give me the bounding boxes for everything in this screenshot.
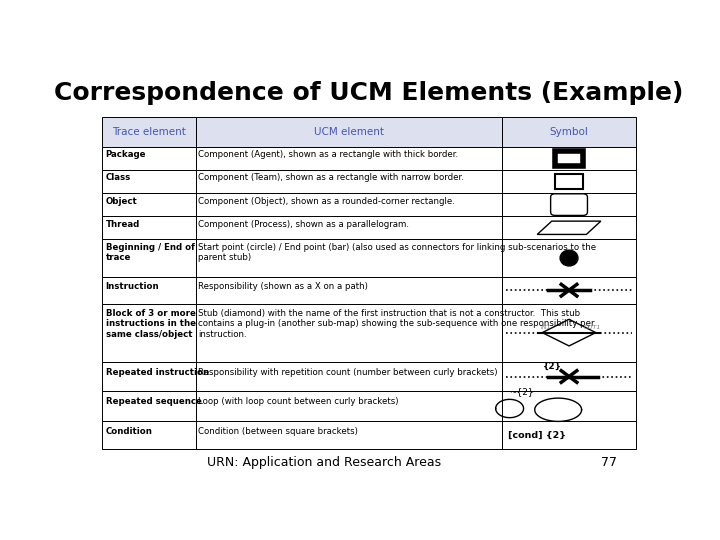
Text: Component (Team), shown as a rectangle with narrow border.: Component (Team), shown as a rectangle w…	[199, 173, 464, 183]
Bar	[102, 421, 196, 449]
Bar	[102, 193, 196, 216]
Bar	[196, 392, 503, 421]
Text: {2}: {2}	[543, 362, 562, 371]
Text: Responsibility with repetition count (number between curly brackets): Responsibility with repetition count (nu…	[199, 368, 498, 376]
Text: [cond] {2}: [cond] {2}	[508, 431, 566, 440]
Bar	[503, 362, 636, 392]
Bar	[503, 147, 636, 170]
Text: URN: Application and Research Areas: URN: Application and Research Areas	[207, 456, 441, 469]
Text: IN1: IN1	[540, 325, 551, 330]
Polygon shape	[537, 221, 601, 234]
Bar	[196, 216, 503, 239]
Text: Block of 3 or more
instructions in the
same class/object: Block of 3 or more instructions in the s…	[106, 309, 196, 339]
Bar	[555, 151, 583, 166]
Bar	[196, 147, 503, 170]
Bar	[503, 392, 636, 421]
Text: Repeated sequence: Repeated sequence	[106, 397, 202, 407]
Bar	[503, 117, 636, 147]
Text: Package: Package	[106, 150, 146, 159]
Text: Beginning / End of
trace: Beginning / End of trace	[106, 243, 194, 262]
Text: Condition (between square brackets): Condition (between square brackets)	[199, 427, 359, 436]
Bar	[503, 239, 636, 276]
Bar	[503, 170, 636, 193]
FancyBboxPatch shape	[551, 194, 588, 215]
Text: Component (Process), shown as a parallelogram.: Component (Process), shown as a parallel…	[199, 220, 410, 229]
Text: Correspondence of UCM Elements (Example): Correspondence of UCM Elements (Example)	[54, 82, 684, 105]
Polygon shape	[542, 319, 596, 346]
Bar	[196, 117, 503, 147]
Text: UCM element: UCM element	[314, 127, 384, 137]
Bar	[503, 216, 636, 239]
Text: Stub (diamond) with the name of the first instruction that is not a constructor.: Stub (diamond) with the name of the firs…	[199, 309, 595, 339]
Text: Component (Agent), shown as a rectangle with thick border.: Component (Agent), shown as a rectangle …	[199, 150, 459, 159]
Bar	[196, 239, 503, 276]
Text: Symbol: Symbol	[549, 127, 588, 137]
Bar	[196, 362, 503, 392]
Ellipse shape	[560, 250, 578, 266]
Bar	[196, 193, 503, 216]
Text: Responsibility (shown as a X on a path): Responsibility (shown as a X on a path)	[199, 282, 369, 291]
Text: Class: Class	[106, 173, 131, 183]
Bar	[503, 421, 636, 449]
Bar	[503, 193, 636, 216]
Bar	[196, 303, 503, 362]
Text: Trace element: Trace element	[112, 127, 186, 137]
Text: Component (Object), shown as a rounded-corner rectangle.: Component (Object), shown as a rounded-c…	[199, 197, 455, 206]
Bar	[102, 170, 196, 193]
Text: Condition: Condition	[106, 427, 153, 436]
Bar	[102, 239, 196, 276]
Bar	[102, 117, 196, 147]
Text: OUT1: OUT1	[584, 325, 601, 330]
Bar	[196, 170, 503, 193]
Bar	[102, 276, 196, 303]
Text: Thread: Thread	[106, 220, 140, 229]
Bar	[102, 147, 196, 170]
Text: Repeated instruction: Repeated instruction	[106, 368, 209, 376]
Text: Loop (with loop count between curly brackets): Loop (with loop count between curly brac…	[199, 397, 399, 407]
Bar	[102, 392, 196, 421]
Bar	[196, 421, 503, 449]
Bar	[503, 276, 636, 303]
Bar	[102, 303, 196, 362]
Bar	[102, 362, 196, 392]
Bar	[503, 303, 636, 362]
Text: Start point (circle) / End point (bar) (also used as connectors for linking sub-: Start point (circle) / End point (bar) (…	[199, 243, 597, 262]
Text: 77: 77	[601, 456, 617, 469]
Text: Instruction: Instruction	[106, 282, 159, 291]
Text: ~{2}: ~{2}	[509, 387, 534, 396]
Bar	[555, 174, 583, 189]
Bar	[196, 276, 503, 303]
Text: Object: Object	[106, 197, 138, 206]
Bar	[102, 216, 196, 239]
